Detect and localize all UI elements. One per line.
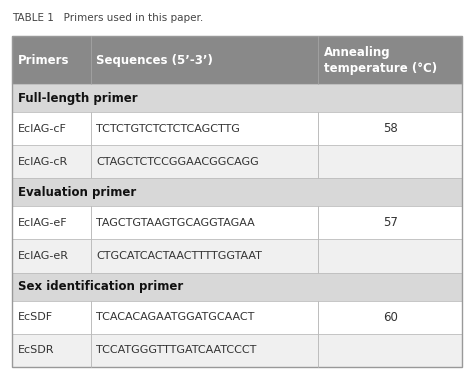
Text: TCCATGGGTTTGATCAATCCCT: TCCATGGGTTTGATCAATCCCT (96, 345, 257, 355)
Bar (12, 240, 91, 273)
Text: TABLE 1   Primers used in this paper.: TABLE 1 Primers used in this paper. (12, 13, 203, 23)
Bar (91, 146, 318, 179)
Bar (318, 112, 462, 146)
Text: 57: 57 (383, 217, 398, 229)
Text: EcSDR: EcSDR (18, 345, 54, 355)
Text: EcIAG-eF: EcIAG-eF (18, 218, 67, 228)
Bar (12, 334, 91, 367)
Text: EcSDF: EcSDF (18, 312, 53, 322)
Text: Sex identification primer: Sex identification primer (18, 280, 183, 293)
Bar (318, 300, 462, 334)
Bar (318, 206, 462, 240)
Bar (318, 240, 462, 273)
Bar (91, 112, 318, 146)
Bar (12, 112, 91, 146)
Text: Full-length primer: Full-length primer (18, 92, 137, 105)
Text: 58: 58 (383, 122, 398, 135)
Text: 60: 60 (383, 311, 398, 323)
Bar (12, 179, 462, 206)
Bar (318, 334, 462, 367)
Text: TCTCTGTCTCTCTCAGCTTG: TCTCTGTCTCTCTCAGCTTG (96, 124, 240, 134)
Bar (12, 273, 462, 300)
Bar (91, 240, 318, 273)
Text: Sequences (5’-3’): Sequences (5’-3’) (96, 53, 213, 67)
Text: EcIAG-eR: EcIAG-eR (18, 251, 69, 261)
Bar (91, 300, 318, 334)
Bar (12, 146, 91, 179)
Bar (12, 36, 462, 367)
Bar (91, 334, 318, 367)
Text: EcIAG-cR: EcIAG-cR (18, 157, 68, 167)
Text: Annealing
temperature (°C): Annealing temperature (°C) (324, 45, 437, 74)
Text: TAGCTGTAAGTGCAGGTAGAA: TAGCTGTAAGTGCAGGTAGAA (96, 218, 255, 228)
Bar (12, 300, 91, 334)
Bar (12, 206, 91, 240)
Bar (12, 36, 462, 84)
Bar (318, 146, 462, 179)
Text: TCACACAGAATGGATGCAACT: TCACACAGAATGGATGCAACT (96, 312, 255, 322)
Text: CTGCATCACTAACTTTTGGTAAT: CTGCATCACTAACTTTTGGTAAT (96, 251, 262, 261)
Text: CTAGCTCTCCGGAACGGCAGG: CTAGCTCTCCGGAACGGCAGG (96, 157, 259, 167)
Bar (12, 84, 462, 112)
Bar (91, 206, 318, 240)
Text: Evaluation primer: Evaluation primer (18, 186, 136, 199)
Text: Primers: Primers (18, 53, 69, 67)
Text: EcIAG-cF: EcIAG-cF (18, 124, 66, 134)
